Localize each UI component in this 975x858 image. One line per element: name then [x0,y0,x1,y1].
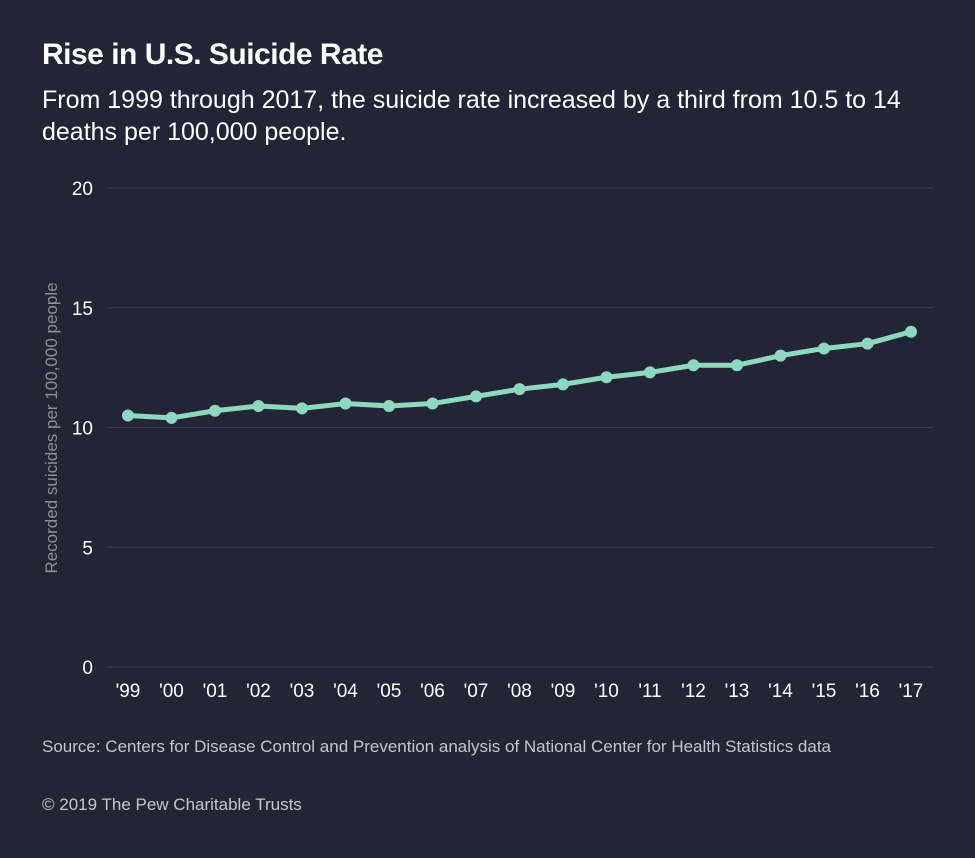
data-point [383,399,395,412]
x-tick-label: '13 [725,681,750,702]
data-point [252,399,265,412]
x-tick-label: '08 [507,681,532,702]
y-tick-labels: 0 5 10 15 20 [72,179,93,679]
x-tick-label: '17 [899,681,924,702]
data-point [296,402,308,415]
series-layer [122,325,917,424]
data-point [600,371,613,384]
data-point [557,378,569,391]
series-line [125,329,914,421]
source-note: Source: Centers for Disease Control and … [42,737,832,756]
data-point [818,342,830,355]
y-axis-label: Recorded suicides per 100,000 people [42,282,61,573]
x-tick-label: '03 [290,681,315,702]
y-tick-label: 0 [82,658,93,679]
data-point [687,359,700,372]
x-tick-label: '04 [333,681,358,702]
x-tick-label: '14 [768,681,793,702]
x-tick-label: '02 [246,681,271,702]
x-tick-label: '05 [377,681,402,702]
x-tick-label: '10 [594,681,619,702]
data-point [426,397,439,410]
x-tick-label: '06 [420,681,445,702]
x-tick-label: '99 [116,681,141,702]
data-point [470,390,482,403]
data-point [861,337,874,350]
data-point [209,404,221,417]
chart-title: Rise in U.S. Suicide Rate [42,38,383,71]
copyright-note: © 2019 The Pew Charitable Trusts [42,795,302,814]
x-tick-label: '07 [464,681,489,702]
x-tick-labels: '99 '00 '01 '02 '03 '04 '05 '06 '07 '08 '09 '10 '11 '… [116,681,924,702]
x-tick-label: '11 [638,681,661,702]
gridlines [108,187,933,668]
x-tick-label: '15 [812,681,837,702]
x-tick-label: '16 [855,681,880,702]
data-point [513,383,526,396]
x-tick-label: '01 [203,681,228,702]
data-point [731,359,743,372]
x-tick-label: '09 [551,681,576,702]
data-point [122,409,134,422]
data-point [774,349,787,362]
data-point [165,411,178,424]
chart-subtitle: From 1999 through 2017, the suicide rate… [42,86,901,146]
y-tick-label: 10 [72,419,93,440]
y-tick-label: 20 [72,179,93,200]
y-tick-label: 15 [72,299,93,320]
data-point [644,366,656,379]
x-tick-label: '00 [159,681,184,702]
y-tick-label: 5 [82,538,93,559]
x-tick-label: '12 [681,681,706,702]
data-point [905,325,917,338]
data-point [339,397,352,410]
